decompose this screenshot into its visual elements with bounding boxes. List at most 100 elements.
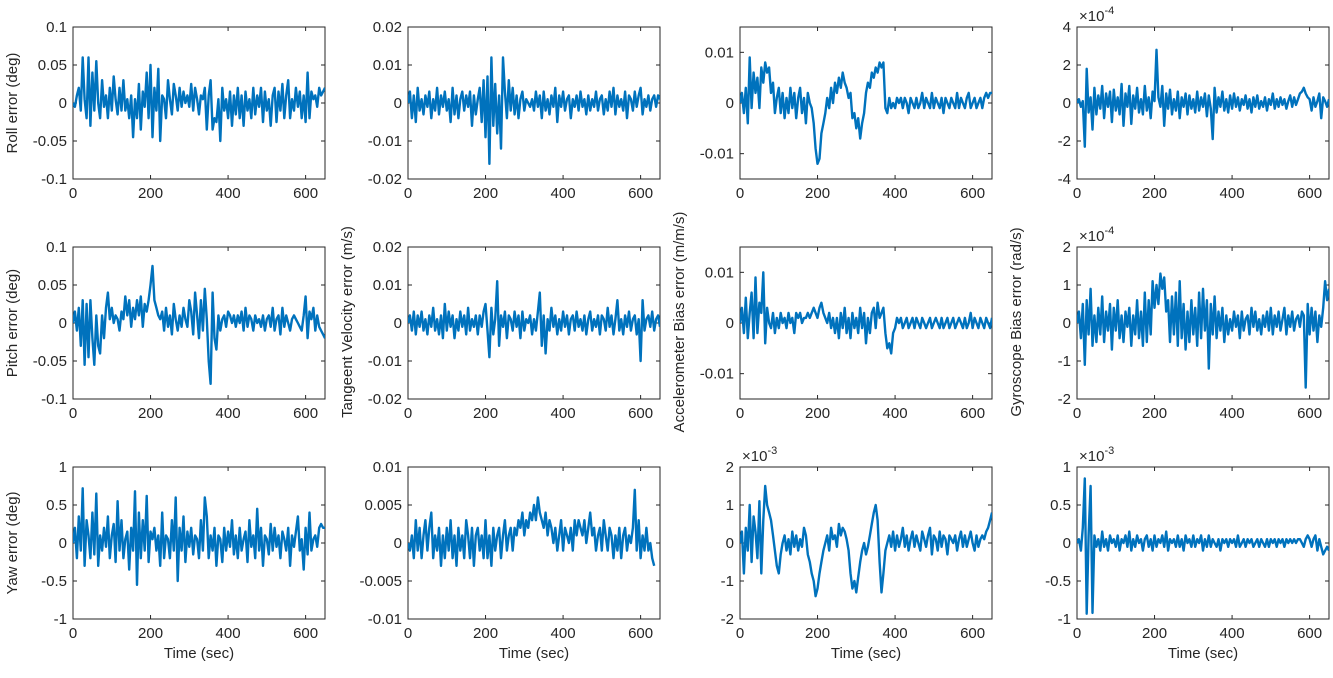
x-tick-label: 0 xyxy=(736,625,744,642)
subplot-abias2: -0.01 0 0.01 0 200 400 600 Accelerometer Bias e… xyxy=(671,212,993,432)
y-tick-label: 0.02 xyxy=(373,19,402,36)
y-tick-label: 0.1 xyxy=(46,19,67,36)
y-tick-label: 0.1 xyxy=(46,239,67,256)
series-line xyxy=(73,487,325,586)
y-tick-label: -0.01 xyxy=(368,133,402,150)
series-line xyxy=(740,484,992,598)
y-tick-label: 0.005 xyxy=(364,497,402,514)
x-tick-label: 0 xyxy=(736,405,744,422)
x-tick-label: 200 xyxy=(138,185,163,202)
y-axis-label: Tangeent Velocity error (m/s) xyxy=(339,226,356,418)
x-tick-label: 400 xyxy=(216,405,241,422)
x-tick-label: 0 xyxy=(69,625,77,642)
x-tick-label: 200 xyxy=(138,405,163,422)
y-tick-label: -0.02 xyxy=(368,391,402,408)
y-tick-label: 0.05 xyxy=(38,57,67,74)
x-tick-label: 600 xyxy=(293,185,318,202)
x-tick-label: 0 xyxy=(69,405,77,422)
exponent-value: -3 xyxy=(767,445,777,457)
y-tick-label: 0.05 xyxy=(38,277,67,294)
x-tick-label: 0 xyxy=(1073,625,1081,642)
y-axis-label: Roll error (deg) xyxy=(4,53,21,154)
exponent-label: ×10-4 xyxy=(1079,5,1114,25)
subplot-gbias2: -2 -1 0 1 2 0 200 400 600 ×10-4 Gyroscope Bias err… xyxy=(1008,225,1330,422)
y-tick-label: 0.01 xyxy=(373,459,402,476)
y-tick-label: 0 xyxy=(59,315,67,332)
series-line xyxy=(408,488,656,567)
y-tick-label: 0.01 xyxy=(373,57,402,74)
y-tick-label: 1 xyxy=(59,459,67,476)
y-tick-label: -0.01 xyxy=(368,353,402,370)
exponent-label: ×10-3 xyxy=(742,445,777,465)
x-tick-label: 0 xyxy=(69,185,77,202)
x-axis-label: Time (sec) xyxy=(831,645,901,662)
y-tick-label: 0 xyxy=(1063,315,1071,332)
x-tick-label: 200 xyxy=(138,625,163,642)
subplot-tvel3: -0.01 -0.005 0 0.005 0.01 0 200 400 600 Time (sec… xyxy=(359,459,661,662)
x-tick-label: 400 xyxy=(1220,185,1245,202)
y-tick-label: -0.5 xyxy=(41,573,67,590)
x-tick-label: 600 xyxy=(960,185,985,202)
y-tick-label: 0 xyxy=(394,95,402,112)
y-tick-label: 0.01 xyxy=(373,277,402,294)
x-tick-label: 600 xyxy=(960,625,985,642)
y-tick-label: 0 xyxy=(394,315,402,332)
x-tick-label: 600 xyxy=(293,625,318,642)
y-axis-label: Pitch error (deg) xyxy=(4,269,21,377)
y-tick-label: 0 xyxy=(1063,535,1071,552)
y-tick-label: -0.1 xyxy=(41,171,67,188)
x-tick-label: 200 xyxy=(1142,405,1167,422)
subplot-abias3: -2 -1 0 1 2 0 200 400 600 ×10-3 Time (sec) xyxy=(721,445,993,662)
x-tick-label: 400 xyxy=(216,185,241,202)
y-tick-label: -0.005 xyxy=(359,573,402,590)
subplot-gbias1: -4 -2 0 2 4 0 200 400 600 ×10-4 xyxy=(1058,5,1330,202)
x-tick-label: 200 xyxy=(473,185,498,202)
y-tick-label: -0.01 xyxy=(368,611,402,628)
x-tick-label: 200 xyxy=(805,405,830,422)
x-tick-label: 400 xyxy=(1220,625,1245,642)
y-axis-label: Gyroscope Bias error (rad/s) xyxy=(1008,227,1025,416)
x-tick-label: 600 xyxy=(1297,405,1322,422)
y-tick-label: 0 xyxy=(59,535,67,552)
x-tick-label: 200 xyxy=(805,625,830,642)
series-line xyxy=(1077,48,1329,148)
x-tick-label: 400 xyxy=(883,405,908,422)
y-tick-label: 0 xyxy=(1063,95,1071,112)
x-tick-label: 600 xyxy=(1297,185,1322,202)
y-tick-label: -4 xyxy=(1058,171,1071,188)
y-tick-label: 0.02 xyxy=(373,239,402,256)
x-tick-label: 400 xyxy=(551,625,576,642)
exponent-value: -4 xyxy=(1104,225,1114,237)
x-tick-label: 400 xyxy=(883,185,908,202)
y-tick-label: -0.05 xyxy=(33,133,67,150)
x-tick-label: 0 xyxy=(404,405,412,422)
y-tick-label: 0.01 xyxy=(705,264,734,281)
y-tick-label: -1 xyxy=(54,611,67,628)
subplot-yaw: -1 -0.5 0 0.5 1 0 200 400 600 Yaw error (deg) Time… xyxy=(4,459,326,662)
exponent-value: -3 xyxy=(1104,445,1114,457)
x-tick-label: 600 xyxy=(960,405,985,422)
subplot-pitch: -0.1 -0.05 0 0.05 0.1 0 200 400 600 Pitch error (… xyxy=(4,239,326,422)
y-tick-label: 0 xyxy=(59,95,67,112)
subplot-gbias3: -1 -0.5 0 0.5 1 0 200 400 600 ×10-3 Time (sec) xyxy=(1045,445,1330,662)
y-tick-label: -0.01 xyxy=(700,366,734,383)
y-axis-label: Yaw error (deg) xyxy=(4,491,21,594)
y-tick-label: 4 xyxy=(1063,19,1071,36)
x-tick-label: 600 xyxy=(628,405,653,422)
y-tick-label: 2 xyxy=(1063,57,1071,74)
y-tick-label: 1 xyxy=(1063,459,1071,476)
x-tick-label: 0 xyxy=(404,185,412,202)
y-tick-label: 0 xyxy=(726,535,734,552)
subplot-roll: -0.1 -0.05 0 0.05 0.1 0 200 400 600 Roll error (d… xyxy=(4,19,326,202)
series-line xyxy=(1077,272,1329,389)
y-tick-label: 2 xyxy=(1063,239,1071,256)
x-tick-label: 600 xyxy=(293,405,318,422)
y-tick-label: -0.5 xyxy=(1045,573,1071,590)
y-tick-label: -0.05 xyxy=(33,353,67,370)
y-tick-label: -2 xyxy=(721,611,734,628)
x-axis-label: Time (sec) xyxy=(499,645,569,662)
y-tick-label: -0.02 xyxy=(368,171,402,188)
series-line xyxy=(73,264,325,385)
x-tick-label: 400 xyxy=(1220,405,1245,422)
